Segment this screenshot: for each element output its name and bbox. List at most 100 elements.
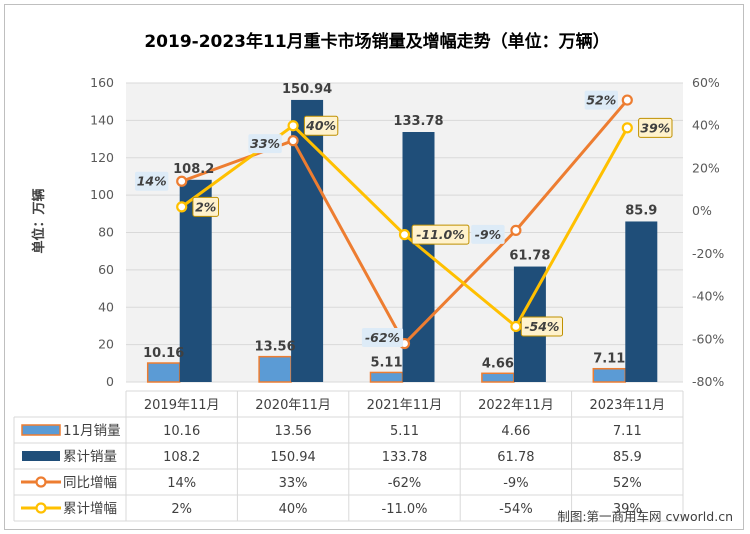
pct-label: 14% bbox=[137, 174, 167, 189]
category-label: 2019年11月 bbox=[144, 398, 220, 413]
legend-key-cumulative bbox=[22, 451, 60, 461]
table-cell: 5.11 bbox=[390, 424, 419, 439]
pct-label-box bbox=[248, 134, 282, 154]
pct-label-box bbox=[135, 171, 169, 191]
y-tick-label: 120 bbox=[90, 150, 114, 165]
pct-label: 52% bbox=[586, 93, 616, 108]
line-marker-2 bbox=[176, 201, 188, 213]
pct-label: 33% bbox=[250, 136, 280, 151]
bar-monthly bbox=[258, 355, 292, 383]
legend-label: 11月销量 bbox=[63, 423, 121, 439]
data-table: 2019年11月 2020年11月 2021年11月 2022年11月 2023年11月… bbox=[13, 390, 684, 522]
bar-monthly-label: 7.11 bbox=[593, 352, 625, 367]
table-cell: 85.9 bbox=[613, 450, 642, 465]
line-marker-1 bbox=[287, 135, 299, 147]
bar-monthly bbox=[481, 372, 515, 383]
legend-key-marker-1 bbox=[35, 476, 47, 488]
bar-monthly-label: 10.16 bbox=[143, 346, 184, 361]
legend-label: 同比增幅 bbox=[63, 475, 117, 491]
line-marker-1 bbox=[176, 175, 188, 187]
pct-label-box bbox=[638, 117, 673, 138]
y2-tick-label: 20% bbox=[692, 160, 720, 175]
bar-monthly-label: 5.11 bbox=[370, 355, 402, 370]
category-label: 2022年11月 bbox=[478, 398, 554, 413]
y-tick-label: 60 bbox=[98, 262, 114, 277]
table-cell: -11.0% bbox=[382, 502, 428, 517]
pct-label: 40% bbox=[305, 118, 336, 133]
bar-cumulative-label: 85.9 bbox=[625, 203, 657, 218]
data-labels: 10.16 108.2 13.56 150.94 5.11 133.78 4.66 61.78… bbox=[135, 82, 673, 371]
pct-label-box bbox=[471, 224, 505, 244]
table-cell: 39% bbox=[613, 502, 642, 517]
y-tick-label: 160 bbox=[90, 75, 114, 90]
bar-cumulative-label: 61.78 bbox=[509, 249, 550, 264]
y2-tick-label: -40% bbox=[692, 289, 724, 304]
table-cell: 133.78 bbox=[382, 450, 428, 465]
category-label: 2023年11月 bbox=[589, 398, 665, 413]
y-axis-label: 单位：万辆 bbox=[31, 188, 47, 253]
credit-text: 制图:第一商用车网 cvworld.cn bbox=[557, 509, 733, 524]
y2-tick-label: -80% bbox=[692, 374, 724, 389]
y-tick-label: 0 bbox=[106, 374, 114, 389]
pct-label: -9% bbox=[475, 227, 501, 242]
y-tick-label: 20 bbox=[98, 337, 114, 352]
y2-tick-label: 60% bbox=[692, 75, 720, 90]
category-label: 2020年11月 bbox=[255, 398, 331, 413]
pct-label: -11.0% bbox=[416, 227, 465, 242]
table-cell: 7.11 bbox=[613, 424, 642, 439]
table-cell: 52% bbox=[613, 476, 642, 491]
y-axis-ticks: 0 20 40 60 80 100 120 140 160 bbox=[90, 75, 114, 389]
line-marker-2 bbox=[398, 229, 411, 241]
y2-tick-label: -60% bbox=[692, 331, 724, 346]
y-tick-label: 100 bbox=[90, 187, 114, 202]
pct-label-box bbox=[303, 115, 339, 136]
bar-cumulative-label: 108.2 bbox=[173, 162, 214, 177]
table-cell: -54% bbox=[499, 502, 533, 517]
bars bbox=[146, 99, 658, 383]
bar-cumulative-label: 133.78 bbox=[393, 114, 443, 129]
bar-monthly-label: 13.56 bbox=[255, 340, 296, 355]
bar-monthly bbox=[592, 367, 627, 383]
table-cell: -62% bbox=[388, 476, 422, 491]
y-tick-label: 80 bbox=[98, 225, 114, 240]
pct-label-box bbox=[584, 90, 618, 110]
pct-label-box bbox=[520, 316, 563, 337]
table-cell: 108.2 bbox=[163, 450, 200, 465]
legend-key-monthly bbox=[21, 424, 61, 436]
table-cell: 14% bbox=[167, 476, 196, 491]
y2-tick-label: 40% bbox=[692, 118, 720, 133]
legend-label: 累计增幅 bbox=[63, 501, 117, 517]
y-tick-label: 140 bbox=[90, 112, 114, 127]
table-cell: -9% bbox=[503, 476, 528, 491]
pct-label-box bbox=[192, 196, 219, 217]
chart-svg: 2019-2023年11月重卡市场销量及增幅走势（单位：万辆） 单位：万辆 02… bbox=[13, 31, 733, 524]
pct-label: -62% bbox=[365, 330, 400, 345]
line-marker-2 bbox=[510, 320, 522, 333]
line-marker-2 bbox=[621, 122, 633, 134]
pct-label: 2% bbox=[195, 199, 216, 214]
table-cell: 2% bbox=[171, 502, 192, 517]
bar-monthly bbox=[369, 371, 404, 383]
pct-label-box bbox=[411, 224, 470, 245]
table-cell: 13.56 bbox=[274, 424, 311, 439]
y2-axis-ticks: -80% -60% -40% -20% 0% 20% 40% 60% bbox=[692, 75, 724, 389]
legend-label: 累计销量 bbox=[63, 449, 117, 465]
legend-key-marker-2 bbox=[35, 502, 47, 514]
pct-label: -54% bbox=[524, 319, 559, 334]
line-marker-1 bbox=[510, 224, 522, 236]
line-marker-1 bbox=[621, 94, 633, 106]
bar-monthly bbox=[146, 362, 181, 383]
line-marker-2 bbox=[287, 120, 299, 132]
pct-label: 39% bbox=[640, 120, 670, 135]
bar-cumulative-label: 150.94 bbox=[282, 82, 332, 97]
table-cell: 33% bbox=[279, 476, 308, 491]
y-tick-label: 40 bbox=[98, 299, 114, 314]
chart-title: 2019-2023年11月重卡市场销量及增幅走势（单位：万辆） bbox=[144, 31, 609, 52]
table-cell: 150.94 bbox=[270, 450, 316, 465]
table-cell: 4.66 bbox=[501, 424, 530, 439]
y2-tick-label: -20% bbox=[692, 246, 724, 261]
table-cell: 10.16 bbox=[163, 424, 200, 439]
table-cell: 40% bbox=[279, 502, 308, 517]
category-label: 2021年11月 bbox=[367, 398, 443, 413]
